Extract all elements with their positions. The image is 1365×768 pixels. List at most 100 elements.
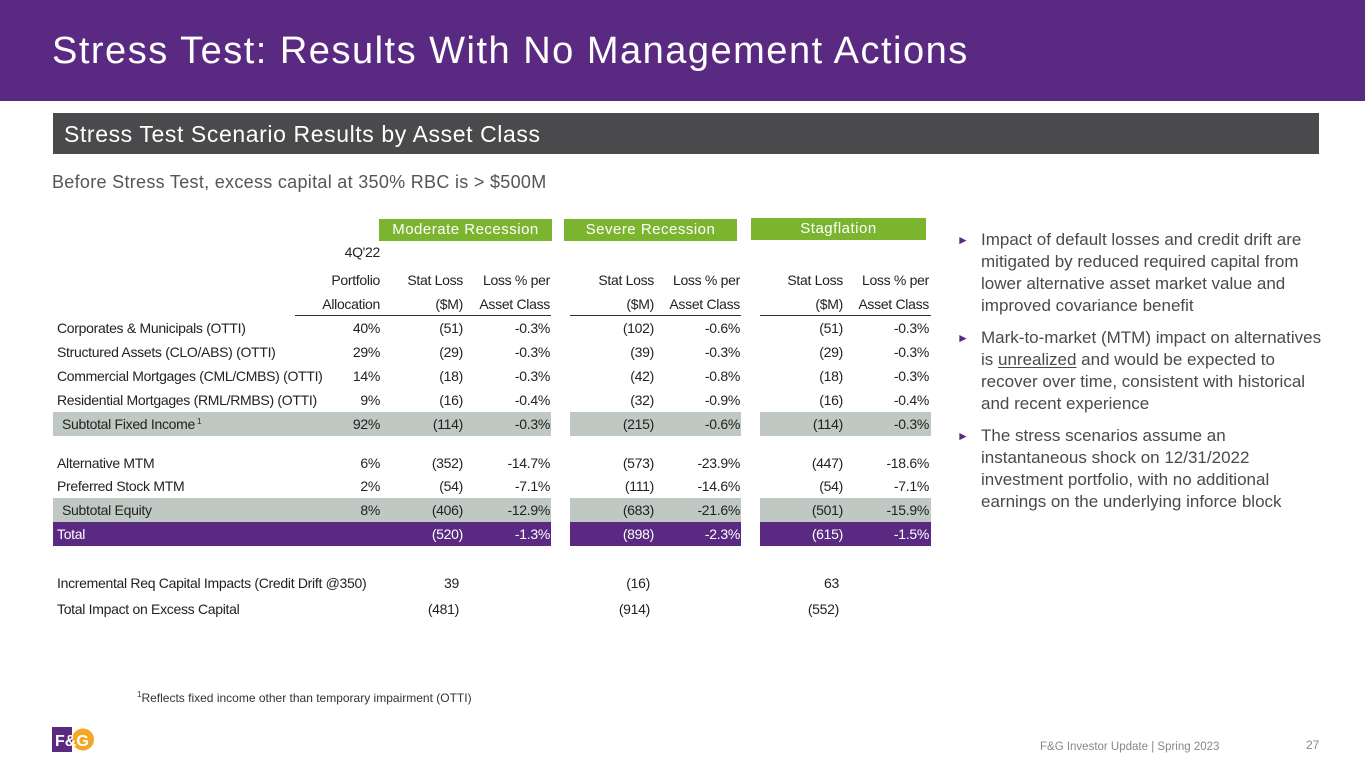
triangle-bullet-icon: ► xyxy=(957,331,969,345)
bullet-item: ► Impact of default losses and credit dr… xyxy=(957,229,1327,317)
table-cell: (32) xyxy=(630,392,654,408)
section-bar: Stress Test Scenario Results by Asset Cl… xyxy=(53,113,1319,154)
subtotal-row-band xyxy=(760,412,931,436)
table-cell: (352) xyxy=(431,455,463,471)
table-cell: -0.3% xyxy=(704,344,740,360)
header-underline xyxy=(570,315,741,316)
triangle-bullet-icon: ► xyxy=(957,233,969,247)
table-cell: (406) xyxy=(431,502,463,518)
table-cell: (552) xyxy=(807,601,839,617)
table-cell: -0.3% xyxy=(893,416,929,432)
scenario-stagflation: Stagflation xyxy=(751,218,926,240)
scenario-moderate-recession: Moderate Recession xyxy=(379,219,552,241)
table-cell: (16) xyxy=(626,575,650,591)
subtotal-row-band xyxy=(53,498,551,522)
row-label: Residential Mortgages (RML/RMBS) (OTTI) xyxy=(57,392,317,408)
table-cell: (18) xyxy=(819,368,843,384)
table-cell: -21.6% xyxy=(697,502,740,518)
bullet-text-continued: and would be expected to recover over ti… xyxy=(981,350,1306,413)
table-cell: -0.3% xyxy=(893,320,929,336)
bullet-text: Impact of default losses and credit drif… xyxy=(981,230,1302,315)
total-row-band xyxy=(570,522,741,546)
table-cell: (54) xyxy=(439,478,463,494)
section-title: Stress Test Scenario Results by Asset Cl… xyxy=(64,121,541,147)
column-header: Asset Class xyxy=(479,296,550,312)
table-cell: (42) xyxy=(630,368,654,384)
table-cell: (914) xyxy=(618,601,650,617)
table-cell: (54) xyxy=(819,478,843,494)
table-cell: (215) xyxy=(622,416,654,432)
table-cell: 29% xyxy=(352,344,380,360)
table-cell: (51) xyxy=(819,320,843,336)
table-cell: -0.3% xyxy=(514,320,550,336)
table-cell: (29) xyxy=(819,344,843,360)
table-cell: -2.3% xyxy=(704,526,740,542)
subtotal-row-band xyxy=(570,412,741,436)
bullet-item: ► The stress scenarios assume an instant… xyxy=(957,425,1327,513)
subtitle: Before Stress Test, excess capital at 35… xyxy=(52,172,547,192)
header-bar: Stress Test: Results With No Management … xyxy=(0,0,1365,101)
table-cell: -0.9% xyxy=(704,392,740,408)
column-header: Asset Class xyxy=(858,296,929,312)
table-cell: -0.3% xyxy=(893,368,929,384)
table-cell: (111) xyxy=(624,478,654,494)
table-cell: (18) xyxy=(439,368,463,384)
table-cell: -0.3% xyxy=(514,368,550,384)
table-cell: (102) xyxy=(622,320,654,336)
table-cell: -0.3% xyxy=(514,416,550,432)
column-header: Asset Class xyxy=(669,296,740,312)
footnote: 1Reflects fixed income other than tempor… xyxy=(137,690,472,705)
column-header: 4Q'22 xyxy=(344,244,381,260)
table-cell: -14.7% xyxy=(507,455,550,471)
logo-text: F&G xyxy=(55,733,89,750)
table-cell: -0.8% xyxy=(704,368,740,384)
table-cell: (615) xyxy=(811,526,843,542)
table-cell: -0.4% xyxy=(893,392,929,408)
table-cell: -1.5% xyxy=(893,526,929,542)
table-cell: (447) xyxy=(811,455,843,471)
table-cell: (898) xyxy=(622,526,654,542)
table-cell: -0.4% xyxy=(514,392,550,408)
header-underline xyxy=(295,315,551,316)
column-header: Loss % per xyxy=(482,272,550,288)
triangle-bullet-icon: ► xyxy=(957,429,969,443)
column-header: ($M) xyxy=(435,296,463,312)
table-cell: 9% xyxy=(360,392,380,408)
subtotal-row-band xyxy=(53,412,551,436)
total-row-band xyxy=(53,522,551,546)
bullet-text: Mark-to-market (MTM) impact on alternati… xyxy=(981,328,1322,369)
column-header: Stat Loss xyxy=(598,272,654,288)
row-label: Structured Assets (CLO/ABS) (OTTI) xyxy=(57,344,276,360)
row-label: Total xyxy=(57,526,86,542)
table-cell: 2% xyxy=(360,478,380,494)
column-header: Loss % per xyxy=(861,272,929,288)
scenario-severe-recession: Severe Recession xyxy=(564,219,737,241)
table-cell: (16) xyxy=(439,392,463,408)
table-cell: -0.3% xyxy=(514,344,550,360)
row-label: Commercial Mortgages (CML/CMBS) (OTTI) xyxy=(57,368,323,384)
table-cell: -0.6% xyxy=(704,416,740,432)
logo-f-block xyxy=(52,727,72,752)
header-underline xyxy=(760,315,931,316)
table-cell: (114) xyxy=(432,416,463,432)
row-label: Preferred Stock MTM xyxy=(57,478,185,494)
table-cell: (29) xyxy=(439,344,463,360)
logo-g-block xyxy=(72,728,94,751)
table-cell: (51) xyxy=(439,320,463,336)
row-label: Total Impact on Excess Capital xyxy=(57,601,240,617)
column-header: Allocation xyxy=(322,296,380,312)
row-label: Corporates & Municipals (OTTI) xyxy=(57,320,246,336)
column-header: Portfolio xyxy=(331,272,380,288)
table-cell: (39) xyxy=(630,344,654,360)
table-cell: (16) xyxy=(819,392,843,408)
column-header: Loss % per xyxy=(672,272,740,288)
bullet-list: ► Impact of default losses and credit dr… xyxy=(957,229,1327,523)
table-cell: 92% xyxy=(352,416,380,432)
row-label: Subtotal Fixed Income xyxy=(62,416,195,432)
footnote-text: Reflects fixed income other than tempora… xyxy=(141,691,472,705)
table-cell: (114) xyxy=(812,416,843,432)
table-cell: -0.3% xyxy=(893,344,929,360)
row-label: Subtotal Equity xyxy=(62,502,152,518)
column-header: Stat Loss xyxy=(407,272,463,288)
column-header: Stat Loss xyxy=(787,272,843,288)
